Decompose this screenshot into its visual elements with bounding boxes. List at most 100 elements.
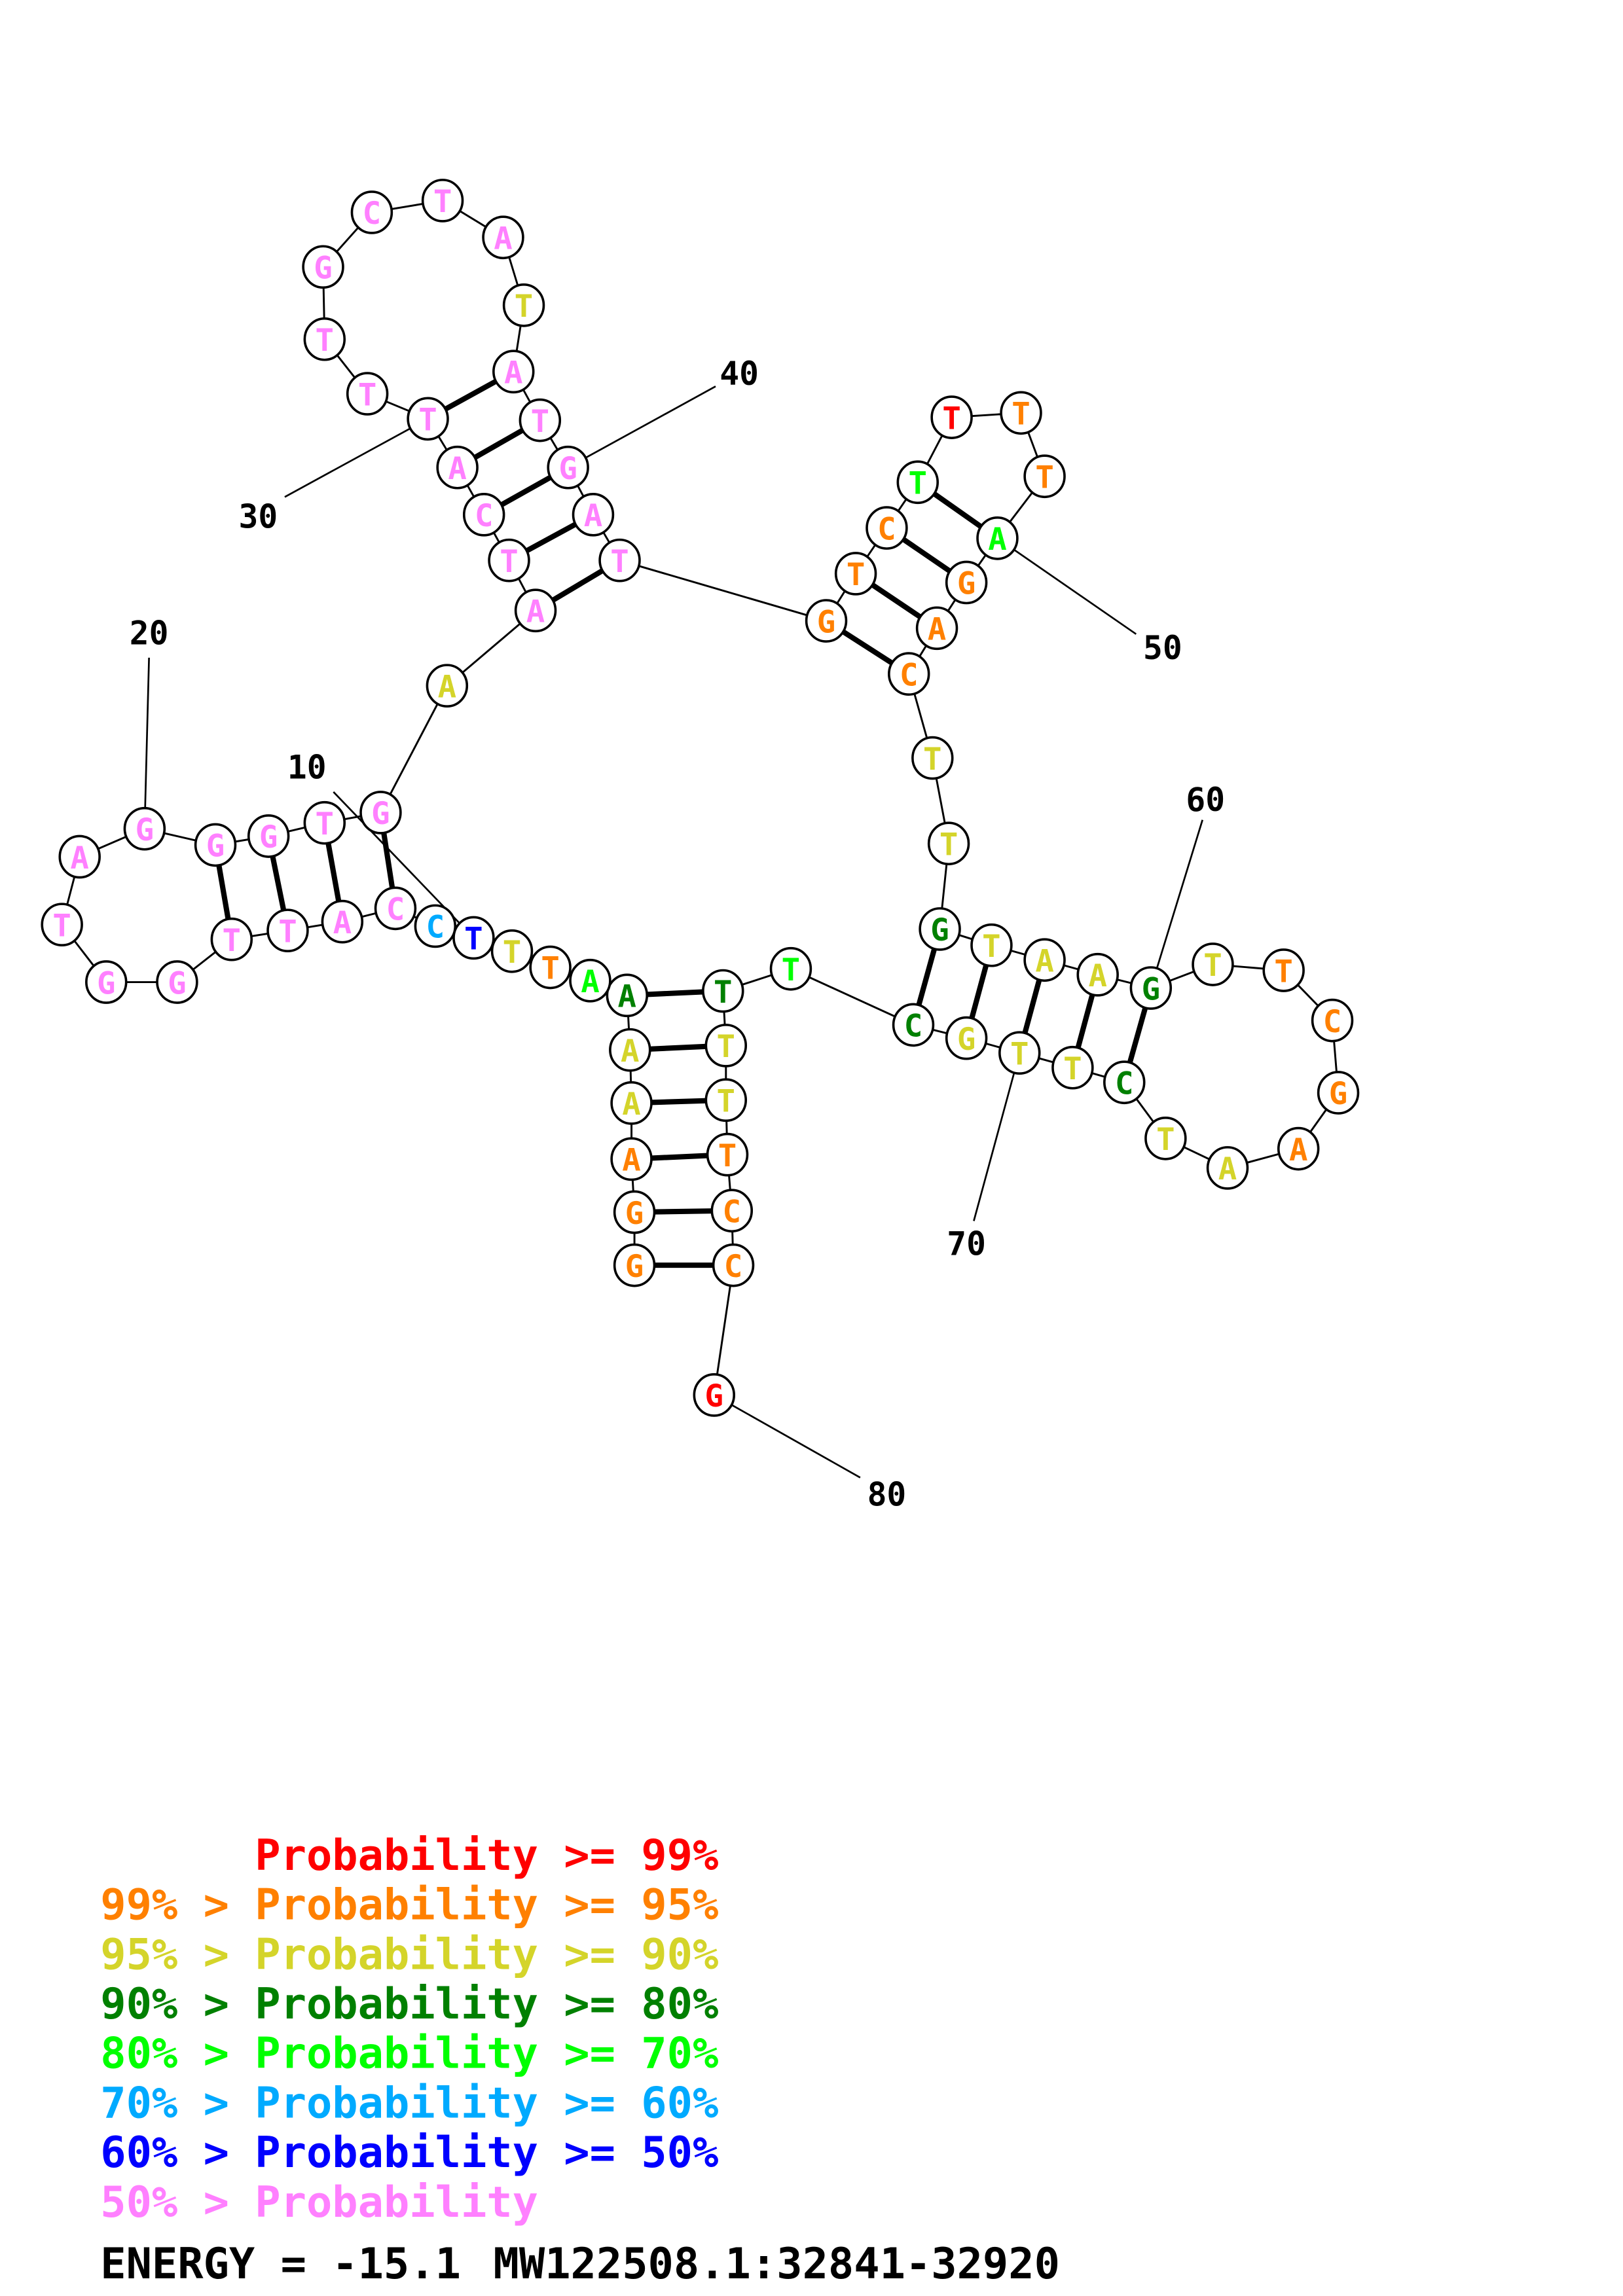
nucleotide-19: A xyxy=(58,834,101,879)
nucleotide-45: C xyxy=(866,506,908,550)
nucleotide-base: T xyxy=(610,544,629,580)
nucleotide-35: T xyxy=(421,179,464,223)
position-label: 70 xyxy=(947,1225,986,1263)
nucleotide-circle xyxy=(426,664,469,708)
nucleotide-base: T xyxy=(717,1084,736,1120)
nucleotide-31: T xyxy=(346,372,389,416)
nucleotide-circle xyxy=(1206,1146,1249,1190)
nucleotide-base: G xyxy=(371,796,390,832)
nucleotide-39: T xyxy=(519,398,562,442)
nucleotide-8: T xyxy=(529,945,572,990)
nucleotide-6: A xyxy=(606,973,649,1018)
nucleotide-base: A xyxy=(928,612,947,648)
nucleotide-base: G xyxy=(1329,1076,1348,1112)
nucleotide-circle xyxy=(1051,1045,1094,1090)
nucleotide-base: T xyxy=(52,908,71,944)
nucleotide-base: T xyxy=(316,323,335,359)
nucleotide-77: T xyxy=(706,1132,749,1177)
nucleotide-67: T xyxy=(1144,1117,1187,1160)
nucleotide-25: A xyxy=(426,664,469,708)
nucleotide-circle xyxy=(915,606,958,651)
nucleotide-base: T xyxy=(942,401,961,437)
nucleotide-10: T xyxy=(452,916,495,960)
legend-label: Probability >= 70% xyxy=(255,2029,718,2079)
nucleotide-29: A xyxy=(436,445,479,490)
nucleotide-base: G xyxy=(1142,971,1161,1007)
nucleotide-base: T xyxy=(541,951,560,987)
nucleotide-66: A xyxy=(1206,1146,1249,1190)
nucleotide-24: G xyxy=(359,791,402,834)
nucleotide-base: T xyxy=(847,557,866,593)
nucleotide-56: G xyxy=(919,907,961,951)
nucleotide-circle xyxy=(606,973,649,1018)
nucleotide-circle xyxy=(976,516,1019,560)
nucleotide-base: A xyxy=(581,964,600,1000)
nucleotide-23: T xyxy=(303,800,346,845)
nucleotide-circle xyxy=(407,397,449,441)
legend-row: Probability >= 99% xyxy=(100,1831,718,1880)
nucleotide-base: C xyxy=(724,1249,743,1285)
nucleotide-base: A xyxy=(622,1086,641,1122)
nucleotide-48: T xyxy=(1000,391,1042,435)
nucleotide-base: A xyxy=(1218,1151,1237,1187)
nucleotide-base: G xyxy=(168,965,187,1001)
nucleotide-circle xyxy=(85,960,128,1004)
base-pair-bonds xyxy=(213,369,1154,1268)
nucleotide-circle xyxy=(930,395,973,439)
nucleotide-circle xyxy=(911,736,954,780)
nucleotide-18: T xyxy=(41,903,83,947)
nucleotide-circle xyxy=(266,908,309,953)
nucleotide-14: T xyxy=(266,908,309,953)
nucleotide-44: T xyxy=(834,552,877,596)
position-label-line xyxy=(973,1071,1015,1221)
nucleotide-46: T xyxy=(896,460,939,505)
nucleotide-4: A xyxy=(610,1081,653,1125)
nucleotide-circle xyxy=(156,960,198,1004)
nucleotide-60: G xyxy=(1129,966,1173,1010)
nucleotide-76: T xyxy=(704,1078,748,1122)
nucleotide-circle xyxy=(1277,1126,1320,1171)
nucleotide-circle xyxy=(896,460,939,505)
nucleotide-80: G xyxy=(693,1373,735,1417)
nucleotide-36: A xyxy=(482,215,524,260)
position-label: 50 xyxy=(1143,629,1182,667)
nucleotide-74: T xyxy=(702,969,744,1013)
legend-prefix: 95% > xyxy=(100,1929,255,1979)
nucleotide-2: G xyxy=(613,1190,656,1234)
nucleotide-circle xyxy=(1144,1117,1187,1160)
legend-row: 99% > Probability >= 95% xyxy=(100,1880,718,1930)
nucleotide-circle xyxy=(1076,952,1119,997)
nucleotide-base: A xyxy=(1289,1132,1308,1168)
nucleotide-base: T xyxy=(1035,459,1054,495)
nucleotide-49: T xyxy=(1023,454,1066,499)
nucleotide-circle xyxy=(529,945,572,990)
nucleotide-circle xyxy=(927,821,970,866)
nucleotide-68: C xyxy=(1103,1060,1146,1105)
nucleotide-base: T xyxy=(909,466,928,502)
nucleotide-circle xyxy=(1311,998,1354,1043)
nucleotide-32: T xyxy=(303,317,346,361)
position-label-line xyxy=(333,791,462,925)
nucleotide-circle xyxy=(1192,942,1234,986)
nucleotide-circle xyxy=(547,445,589,490)
nucleotide-52: A xyxy=(915,606,958,651)
nucleotide-54: T xyxy=(911,736,954,780)
nucleotide-circle xyxy=(492,350,535,394)
nucleotide-22: G xyxy=(247,814,290,858)
nucleotide-33: G xyxy=(302,245,344,289)
nucleotide-37: T xyxy=(502,283,545,327)
nucleotide-base: A xyxy=(988,522,1007,558)
nucleotide-27: T xyxy=(488,538,530,583)
nucleotide-61: T xyxy=(1192,942,1234,986)
nucleotide-40: G xyxy=(547,445,589,490)
nucleotide-circle xyxy=(945,1016,988,1060)
nucleotide-9: T xyxy=(490,929,534,973)
nucleotide-circle xyxy=(613,1243,656,1287)
nucleotide-base: A xyxy=(1035,943,1054,979)
nucleotide-base: A xyxy=(584,498,603,534)
nucleotide-base: C xyxy=(904,1009,923,1045)
backbone-link xyxy=(790,967,914,1026)
nucleotide-base: T xyxy=(316,806,335,842)
